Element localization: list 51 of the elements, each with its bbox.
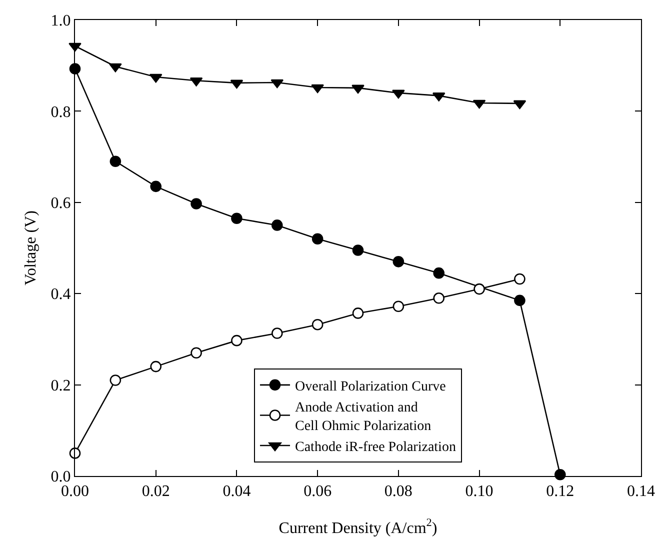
point [190, 198, 202, 210]
point [433, 292, 445, 304]
point [271, 220, 283, 231]
point [271, 328, 283, 339]
x-axis-title: Current Density (A/cm$^{2}$) [278, 517, 438, 537]
y-axis-title: Voltage (V) [22, 210, 40, 286]
point [352, 308, 364, 319]
y-tick-label: 0.2 [50, 377, 71, 394]
y-tick-label: 0.6 [50, 195, 71, 212]
point [392, 300, 404, 312]
point [352, 84, 364, 94]
y-tick-label: 0.4 [50, 286, 71, 304]
point [474, 283, 485, 295]
x-tick-label: 0.14 [627, 483, 655, 500]
x-tick-label: 0.12 [546, 483, 574, 500]
point [149, 74, 162, 83]
x-tick-label: 0.00 [61, 483, 89, 500]
legend-label: Anode Activation and Cell Ohmic Polarization [295, 400, 432, 434]
point [109, 63, 122, 72]
point [270, 79, 284, 88]
point [311, 84, 324, 94]
point [231, 212, 242, 224]
x-tick-label: 0.02 [142, 483, 170, 500]
point [190, 347, 202, 359]
y-tick-label: 0.0 [50, 468, 71, 486]
point [514, 273, 526, 285]
point [150, 180, 162, 192]
point [110, 374, 122, 386]
point [312, 233, 324, 245]
point [231, 334, 242, 346]
point [312, 318, 324, 330]
x-tick-label: 0.06 [304, 483, 332, 500]
legend-label: Cathode iR-free Polarization [295, 440, 456, 455]
y-tick-label: 1.0 [50, 12, 71, 30]
point [513, 100, 526, 110]
point [110, 156, 122, 168]
point [514, 294, 526, 306]
point [392, 90, 405, 99]
x-tick-label: 0.08 [384, 483, 412, 500]
x-tick-label: 0.10 [465, 483, 494, 500]
point [69, 63, 81, 74]
point [352, 244, 364, 256]
point [150, 360, 162, 372]
point [472, 100, 486, 109]
x-tick-label: 0.04 [222, 483, 251, 500]
point [433, 267, 445, 279]
y-tick-label: 0.8 [50, 104, 71, 121]
legend-label: Overall Polarization Curve [295, 379, 446, 394]
point [230, 80, 244, 89]
point [392, 256, 404, 268]
point [69, 448, 81, 459]
